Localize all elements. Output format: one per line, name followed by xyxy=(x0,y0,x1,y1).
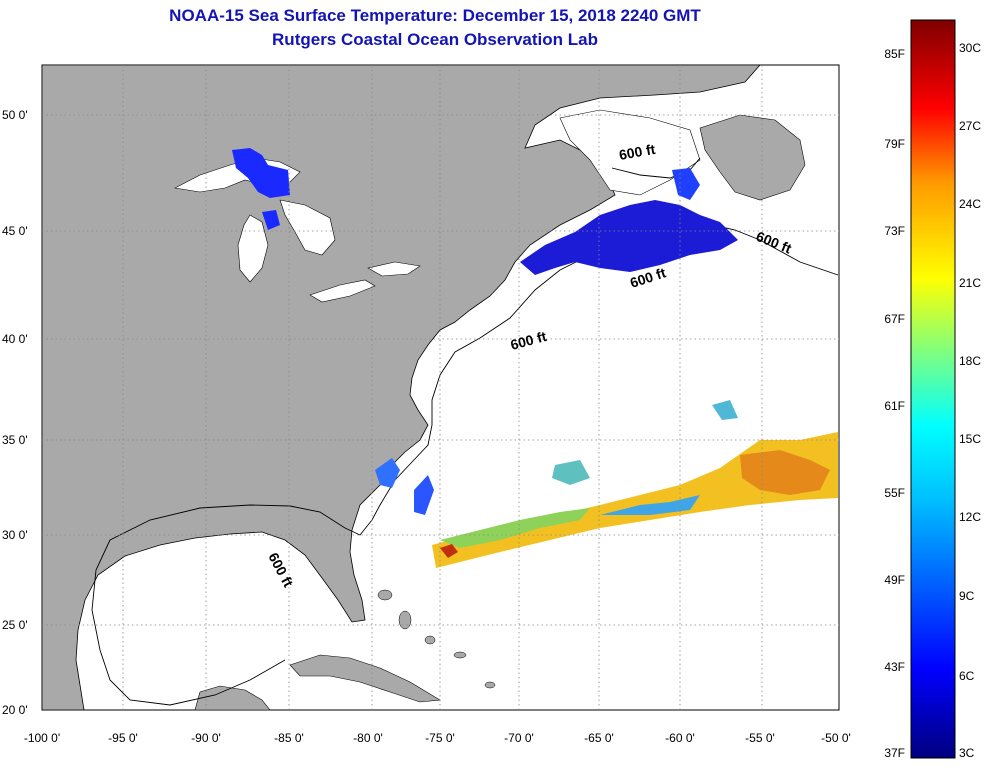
colorbar-c-label: 6C xyxy=(959,669,975,683)
colorbar-f-label: 49F xyxy=(884,573,905,587)
colorbar xyxy=(910,19,956,759)
lake-michigan xyxy=(237,214,269,283)
lon-label: -65 0' xyxy=(584,731,614,745)
lat-label: 50 0' xyxy=(2,108,28,122)
newfoundland xyxy=(699,114,806,201)
lon-label: -60 0' xyxy=(665,731,695,745)
lake-erie xyxy=(309,279,376,303)
colorbar-f-label: 67F xyxy=(884,312,905,326)
lon-label: -100 0' xyxy=(24,731,60,745)
lon-label: -90 0' xyxy=(191,731,221,745)
colorbar-f-label: 85F xyxy=(884,47,905,61)
lake-huron xyxy=(279,199,336,256)
yucatan xyxy=(194,685,271,710)
colorbar-c-label: 18C xyxy=(959,354,981,368)
colorbar-f-label: 55F xyxy=(884,486,905,500)
bahamas-islands xyxy=(377,589,496,689)
lon-label: -55 0' xyxy=(745,731,775,745)
colorbar-f-label: 43F xyxy=(884,660,905,674)
colorbar-c-label: 15C xyxy=(959,432,981,446)
lat-label: 25 0' xyxy=(2,618,28,632)
colorbar-f-label: 73F xyxy=(884,224,905,238)
colorbar-c-label: 3C xyxy=(959,746,975,760)
colorbar-c-label: 27C xyxy=(959,119,981,133)
colorbar-fahrenheit-labels: 85F 79F 73F 67F 61F 55F 49F 43F 37F xyxy=(884,47,905,760)
colorbar-f-label: 79F xyxy=(884,137,905,151)
lat-label: 40 0' xyxy=(2,332,28,346)
lat-label: 20 0' xyxy=(2,703,28,717)
depth-label: 600 ft xyxy=(618,141,657,163)
lon-label: -50 0' xyxy=(821,731,851,745)
lat-label: 45 0' xyxy=(2,224,28,238)
lon-label: -85 0' xyxy=(274,731,304,745)
lat-label: 30 0' xyxy=(2,528,28,542)
colorbar-celsius-labels: 30C 27C 24C 21C 18C 15C 12C 9C 6C 3C xyxy=(959,41,981,760)
lon-label: -70 0' xyxy=(504,731,534,745)
colorbar-c-label: 24C xyxy=(959,197,981,211)
colorbar-f-label: 37F xyxy=(884,746,905,760)
lon-label: -80 0' xyxy=(353,731,383,745)
colorbar-c-label: 30C xyxy=(959,41,981,55)
colorbar-c-label: 9C xyxy=(959,589,975,603)
map-subtitle: Rutgers Coastal Ocean Observation Lab xyxy=(272,30,598,49)
lon-label: -75 0' xyxy=(425,731,455,745)
lon-label: -95 0' xyxy=(108,731,138,745)
sst-cold-patches xyxy=(232,148,738,515)
cuba xyxy=(289,654,441,703)
longitude-labels: -100 0' -95 0' -90 0' -85 0' -80 0' -75 … xyxy=(24,731,851,745)
colorbar-c-label: 21C xyxy=(959,276,981,290)
latitude-labels: 50 0' 45 0' 40 0' 35 0' 30 0' 25 0' 20 0… xyxy=(2,108,28,717)
lake-ontario xyxy=(367,261,421,277)
lat-label: 35 0' xyxy=(2,433,28,447)
colorbar-f-label: 61F xyxy=(884,399,905,413)
sst-warm-swath xyxy=(432,400,838,568)
map-title: NOAA-15 Sea Surface Temperature: Decembe… xyxy=(169,6,701,25)
colorbar-c-label: 12C xyxy=(959,510,981,524)
gulf-st-lawrence xyxy=(559,109,701,196)
